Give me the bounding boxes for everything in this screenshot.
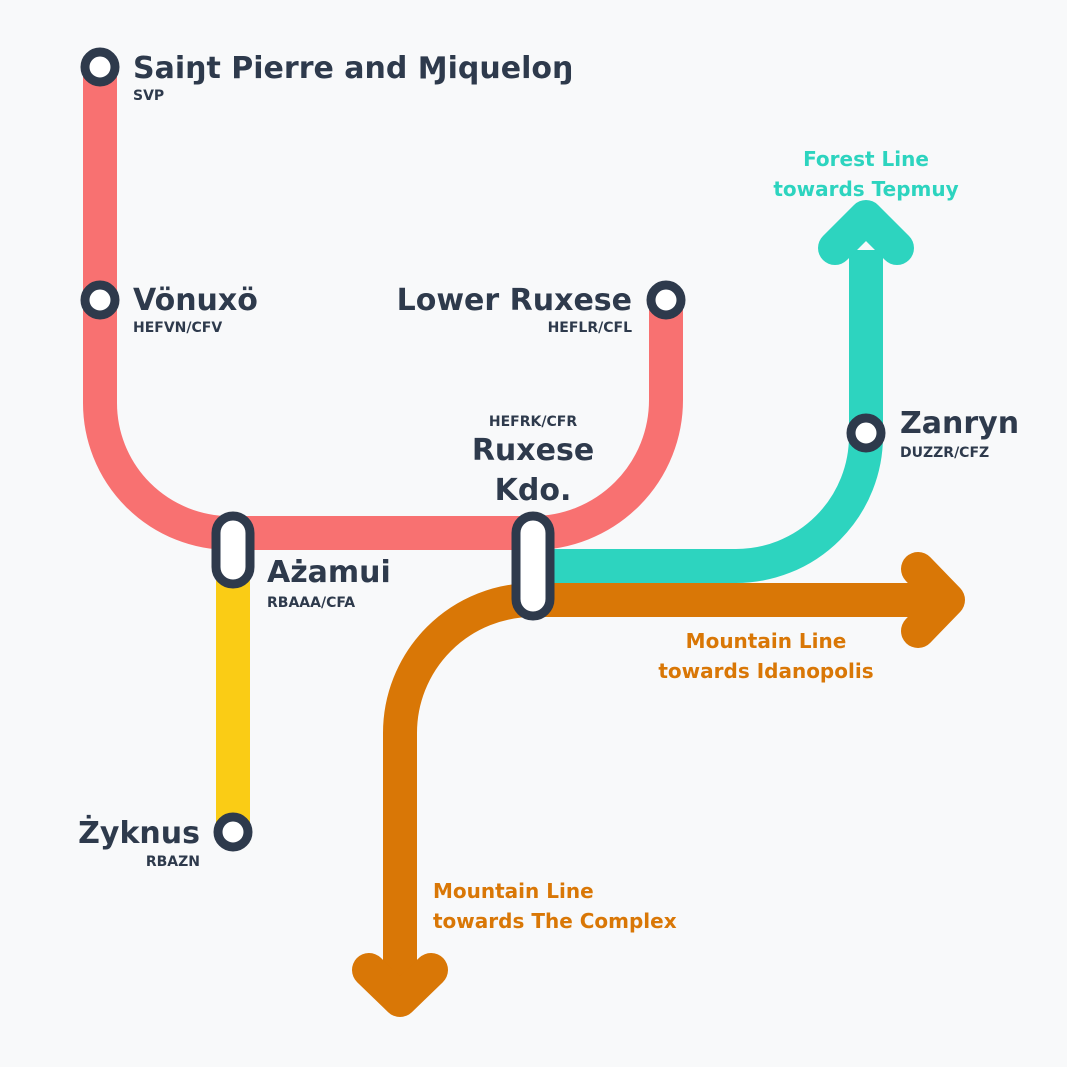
station-code: SVP	[133, 88, 164, 104]
mountain-line-east-arrowhead	[901, 552, 965, 648]
destination-line-name: Mountain Line	[686, 629, 847, 653]
station-name: Saiŋt Pierre and Ɱiqueloŋ	[133, 51, 573, 86]
destination-line-name: Mountain Line	[433, 879, 594, 903]
red-line	[83, 67, 683, 550]
station-zyknus[interactable]: Żyknus RBAZN	[78, 812, 253, 870]
destination-towards: towards Tepmuy	[773, 177, 958, 201]
interchange-marker	[511, 511, 555, 621]
station-name: Lower Ruxese	[397, 283, 632, 318]
station-azamui[interactable]: Ażamui RBAAA/CFA	[211, 511, 391, 611]
station-lower-ruxese[interactable]: Lower Ruxese HEFLR/CFL	[397, 280, 686, 336]
station-name: Żyknus	[78, 815, 200, 851]
destination-forest-north: Forest Line towards Tepmuy	[773, 147, 958, 201]
station-code: HEFVN/CFV	[133, 320, 222, 336]
destination-towards: towards Idanopolis	[658, 659, 873, 683]
destination-towards: towards The Complex	[433, 909, 677, 933]
destination-mountain-east: Mountain Line towards Idanopolis	[658, 629, 873, 683]
station-saint-pierre[interactable]: Saiŋt Pierre and Ɱiqueloŋ SVP	[80, 47, 573, 104]
station-code: RBAAA/CFA	[267, 595, 355, 611]
station-marker	[213, 812, 253, 852]
station-vonuxo[interactable]: Vönuxö HEFVN/CFV	[80, 280, 258, 336]
station-marker	[846, 413, 886, 453]
station-name-line2: Kdo.	[495, 473, 572, 508]
station-name: Ażamui	[267, 555, 391, 590]
destination-mountain-south: Mountain Line towards The Complex	[433, 879, 677, 933]
station-code: HEFLR/CFL	[548, 320, 632, 336]
station-zanryn[interactable]: Zanryn DUZZR/CFZ	[846, 406, 1019, 461]
station-marker	[646, 280, 686, 320]
forest-line	[533, 250, 883, 583]
station-name: Vönuxö	[133, 283, 258, 318]
interchange-marker	[211, 511, 255, 589]
station-code: RBAZN	[146, 854, 200, 870]
forest-line-arrowhead	[818, 200, 914, 265]
mountain-line	[383, 583, 940, 985]
destination-line-name: Forest Line	[803, 147, 929, 171]
station-name-line1: Ruxese	[472, 433, 594, 468]
station-code: HEFRK/CFR	[489, 414, 577, 430]
mountain-line-south-arrowhead	[352, 953, 448, 1017]
station-marker	[80, 280, 120, 320]
station-code: DUZZR/CFZ	[900, 445, 989, 461]
station-name: Zanryn	[900, 406, 1019, 441]
station-marker	[80, 47, 120, 87]
station-ruxese-kdo[interactable]: HEFRK/CFR Ruxese Kdo.	[472, 414, 594, 621]
